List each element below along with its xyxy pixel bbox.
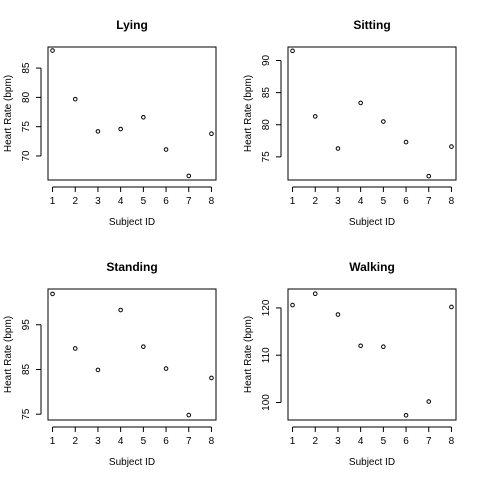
x-axis-label: Subject ID [109, 217, 155, 228]
data-point [163, 147, 169, 152]
x-tick-label: 6 [403, 436, 409, 447]
y-tick-label: 110 [261, 347, 272, 363]
x-tick-label: 5 [381, 436, 387, 447]
x-tick-label: 3 [95, 436, 101, 447]
x-axis-label: Subject ID [349, 217, 395, 228]
x-axis-label: Subject ID [109, 457, 155, 468]
x-tick-label: 1 [290, 196, 296, 207]
data-point [381, 119, 386, 124]
y-axis-label: Heart Rate (bpm) [3, 316, 14, 393]
x-tick-label: 7 [186, 436, 192, 447]
x-tick-label: 8 [449, 196, 455, 207]
data-point [50, 291, 55, 297]
x-tick-label: 6 [163, 196, 169, 207]
y-tick-label: 100 [261, 394, 272, 411]
x-tick-label: 2 [72, 436, 78, 447]
y-tick-label: 85 [21, 363, 32, 375]
x-tick-label: 6 [403, 196, 409, 207]
data-point [209, 131, 214, 137]
x-tick-label: 2 [312, 196, 318, 207]
x-tick-label: 1 [50, 196, 56, 207]
y-tick-label: 90 [261, 54, 272, 66]
x-tick-label: 1 [290, 436, 296, 447]
y-axis-label: Heart Rate (bpm) [243, 75, 254, 152]
plot-frame [287, 46, 457, 181]
x-tick-label: 3 [95, 196, 101, 207]
data-point [426, 173, 432, 179]
data-point [141, 344, 146, 349]
data-point [50, 48, 55, 53]
y-axis-label: Heart Rate (bpm) [243, 316, 254, 393]
panel-standing: Standing 1 2 3 4 5 6 7 8 75 85 95 Subject ID Heart Ra… [3, 260, 217, 468]
panel-sitting: Sitting 1 2 3 4 5 6 7 8 75 80 85 90 Subject ID Heart R… [243, 18, 457, 228]
x-tick-label: 8 [209, 196, 215, 207]
data-point [312, 291, 318, 297]
y-tick-label: 75 [21, 408, 32, 420]
y-tick-label: 85 [261, 87, 272, 99]
plot-frame [47, 288, 217, 421]
x-tick-label: 8 [449, 436, 455, 447]
chart-title: Sitting [353, 18, 390, 32]
data-point [358, 100, 363, 106]
data-point [209, 375, 214, 381]
x-tick-label: 4 [358, 436, 364, 447]
x-tick-label: 7 [426, 196, 432, 207]
y-tick-label: 85 [21, 62, 32, 74]
data-point [335, 146, 341, 151]
data-point [335, 312, 341, 317]
y-axis-label: Heart Rate (bpm) [3, 75, 14, 152]
data-point [118, 126, 123, 132]
x-tick-label: 5 [141, 196, 147, 207]
x-tick-label: 2 [72, 196, 78, 207]
x-tick-label: 5 [141, 436, 147, 447]
data-point [72, 96, 78, 102]
x-tick-label: 4 [358, 196, 364, 207]
data-point [290, 48, 295, 54]
data-point [426, 399, 432, 404]
data-point [381, 344, 386, 349]
panel-lying: Lying 1 2 3 4 5 6 7 8 70 75 80 85 Subject ID Heart Rat… [3, 18, 217, 228]
data-point [403, 139, 409, 145]
x-tick-label: 8 [209, 436, 215, 447]
data-point [312, 114, 318, 119]
data-point [118, 307, 123, 313]
y-tick-label: 75 [21, 121, 32, 133]
y-tick-label: 95 [21, 319, 32, 331]
plot-frame [47, 46, 217, 181]
data-point [186, 173, 192, 179]
data-point [449, 304, 454, 310]
chart-title: Walking [349, 260, 395, 274]
x-tick-label: 4 [118, 196, 124, 207]
chart-title: Lying [116, 18, 148, 32]
panel-walking: Walking 1 2 3 4 5 6 7 8 100 110 120 Subject ID Heart … [243, 260, 457, 468]
x-tick-label: 3 [335, 436, 341, 447]
data-point [358, 343, 363, 349]
y-tick-label: 120 [261, 299, 272, 316]
data-point [72, 346, 78, 351]
x-axis-label: Subject ID [349, 457, 395, 468]
x-tick-label: 3 [335, 196, 341, 207]
x-tick-label: 5 [381, 196, 387, 207]
y-tick-label: 80 [261, 119, 272, 131]
y-tick-label: 70 [21, 150, 32, 162]
x-tick-label: 4 [118, 436, 124, 447]
data-point [449, 144, 454, 149]
x-tick-label: 7 [186, 196, 192, 207]
x-tick-label: 2 [312, 436, 318, 447]
data-point [163, 366, 169, 371]
data-point [403, 412, 409, 418]
x-tick-label: 7 [426, 436, 432, 447]
data-point [141, 115, 146, 120]
y-tick-label: 75 [261, 151, 272, 163]
x-tick-label: 1 [50, 436, 56, 447]
data-point [95, 129, 101, 134]
data-point [186, 412, 192, 418]
plot-frame [287, 288, 457, 421]
chart-title: Standing [106, 260, 157, 274]
y-tick-label: 80 [21, 91, 32, 103]
x-tick-label: 6 [163, 436, 169, 447]
data-point [290, 302, 295, 308]
data-point [95, 367, 101, 373]
